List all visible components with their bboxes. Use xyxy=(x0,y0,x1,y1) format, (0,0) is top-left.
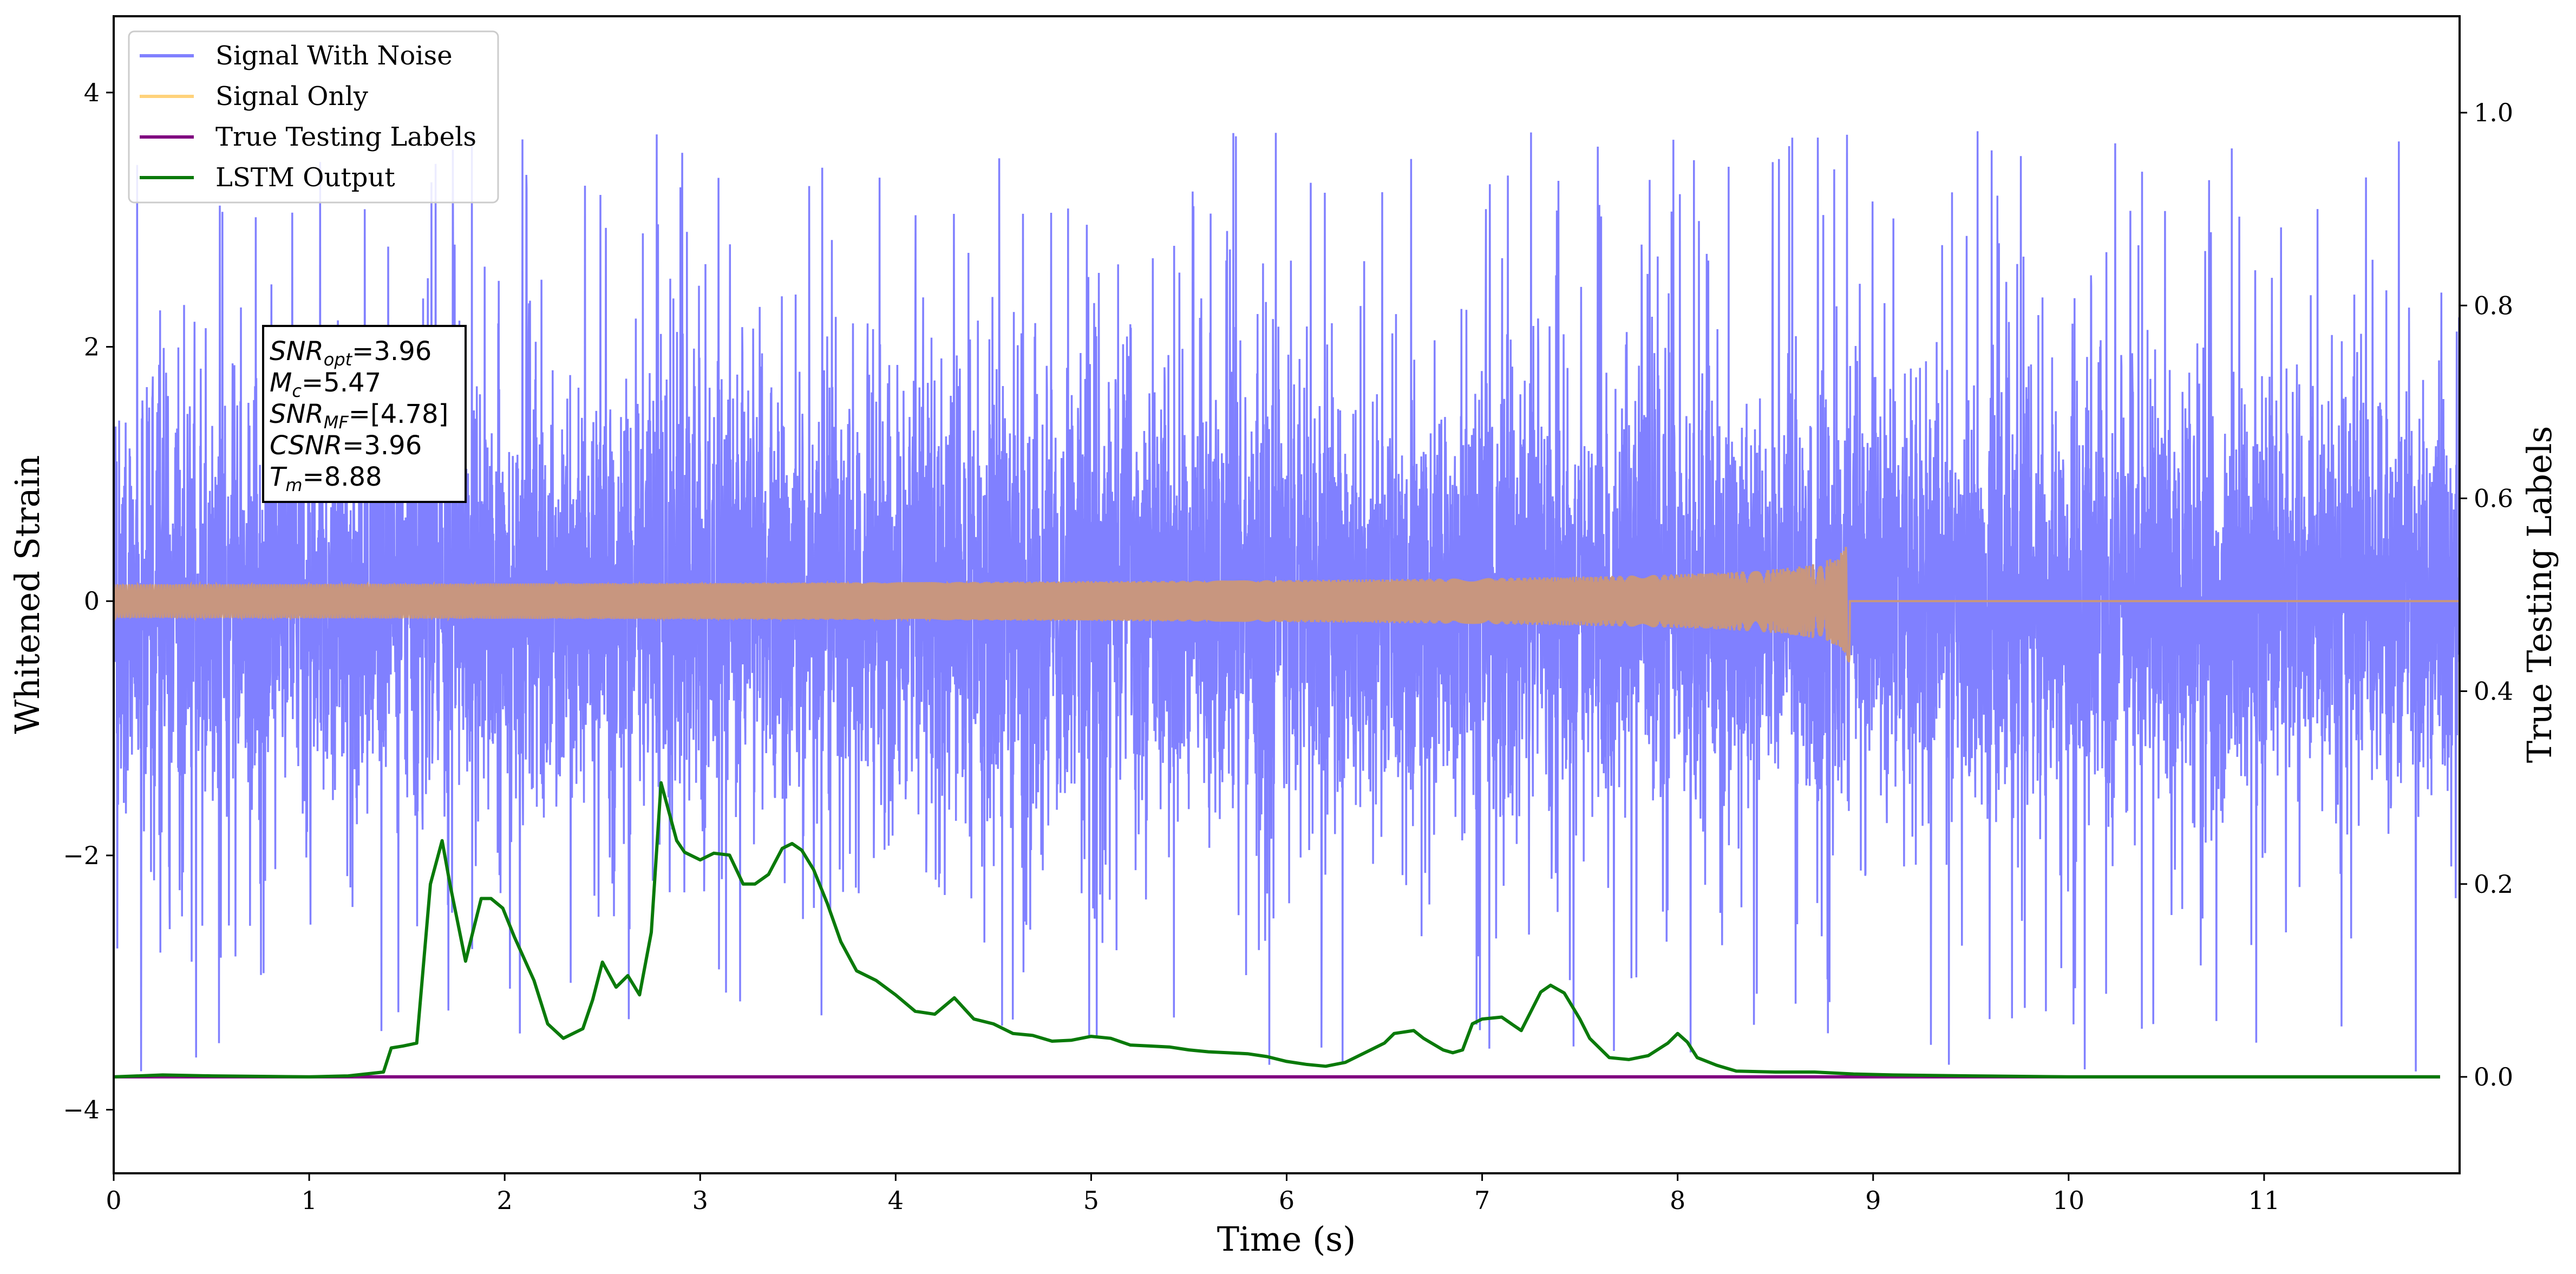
legend-box xyxy=(128,30,499,204)
legend-label-signal-with-noise: Signal With Noise xyxy=(215,41,453,71)
annotation-line-tm: Tm=8.88 xyxy=(270,462,382,495)
y-axis-label: Whitened Strain xyxy=(8,455,47,734)
annotation-frame xyxy=(262,325,467,503)
y-axis-ticks: −4 −2 0 2 4 xyxy=(63,78,114,1125)
x-tick-label: 5 xyxy=(1083,1186,1099,1215)
x-tick-label: 4 xyxy=(888,1186,904,1215)
y-tick-label: −2 xyxy=(63,841,100,870)
y2-tick-label: 0.4 xyxy=(2474,677,2513,706)
y2-tick-label: 0.0 xyxy=(2474,1062,2513,1092)
signal-with-noise-line xyxy=(114,131,2460,1072)
y2-tick-label: 0.8 xyxy=(2474,291,2513,320)
x-tick-label: 10 xyxy=(2053,1186,2085,1215)
annotation-line-csnr: CSNR=3.96 xyxy=(270,430,422,461)
y2-tick-label: 0.6 xyxy=(2474,484,2513,513)
legend: Signal With Noise Signal Only True Testi… xyxy=(128,30,499,204)
x-tick-label: 11 xyxy=(2248,1186,2280,1215)
x-tick-label: 6 xyxy=(1279,1186,1294,1215)
signal-only-series xyxy=(114,546,2460,663)
lstm-output-line xyxy=(113,781,2440,1079)
annotation-line-snr-mf: SNRMF=[4.78] xyxy=(270,399,448,433)
legend-label-true-testing-labels: True Testing Labels xyxy=(215,122,476,152)
annotation-line-mc: Mc=5.47 xyxy=(270,368,381,401)
y2-axis-label: True Testing Labels xyxy=(2520,426,2559,763)
signal-only-line xyxy=(114,546,2460,663)
y2-axis-ticks: 0.0 0.2 0.4 0.6 0.8 1.0 xyxy=(2460,98,2513,1092)
x-tick-label: 1 xyxy=(301,1186,317,1215)
x-axis-ticks: 0 1 2 3 4 5 6 7 8 9 10 11 xyxy=(106,1173,2280,1215)
y-tick-label: 0 xyxy=(84,586,100,616)
legend-label-lstm-output: LSTM Output xyxy=(215,162,395,193)
x-tick-label: 7 xyxy=(1474,1186,1490,1215)
x-tick-label: 8 xyxy=(1670,1186,1685,1215)
y2-tick-label: 0.2 xyxy=(2474,870,2513,899)
y2-tick-label: 1.0 xyxy=(2474,98,2513,127)
legend-label-signal-only: Signal Only xyxy=(215,81,368,112)
annotation-line-snr-opt: SNRopt=3.96 xyxy=(270,336,431,370)
x-tick-label: 2 xyxy=(497,1186,513,1215)
x-tick-label: 9 xyxy=(1865,1186,1881,1215)
y-tick-label: −4 xyxy=(63,1095,100,1125)
y-tick-label: 4 xyxy=(84,78,100,107)
annotation-box: SNRopt=3.96 Mc=5.47 SNRMF=[4.78] CSNR=3.… xyxy=(262,325,467,503)
x-tick-label: 3 xyxy=(692,1186,708,1215)
x-tick-label: 0 xyxy=(106,1186,121,1215)
x-axis-label: Time (s) xyxy=(1217,1219,1356,1259)
y-tick-label: 2 xyxy=(84,332,100,362)
signal-with-noise-series xyxy=(114,131,2460,1072)
